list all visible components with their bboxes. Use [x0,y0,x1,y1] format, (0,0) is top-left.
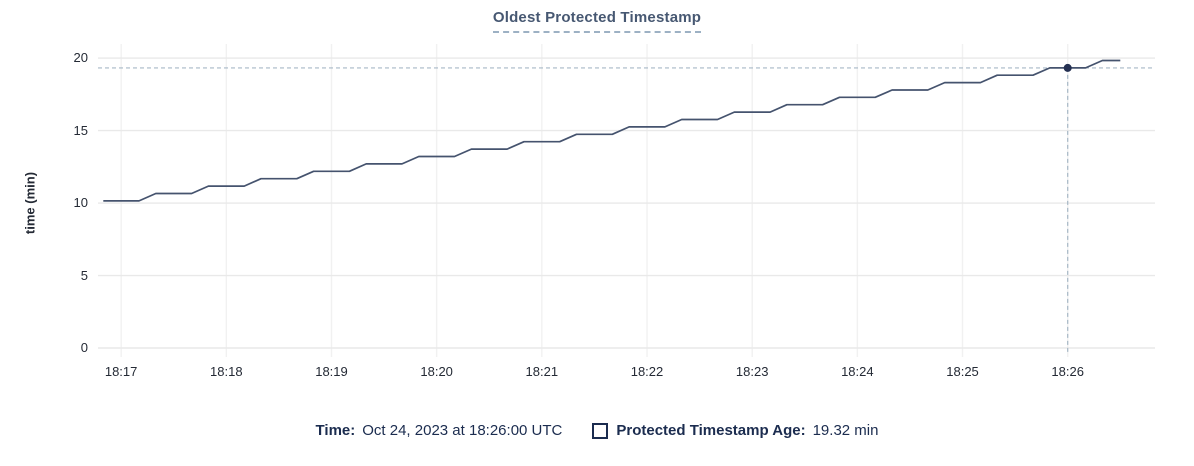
gridlines-vertical [120,44,1069,357]
x-tick-label: 18:26 [1051,364,1084,379]
x-tick-label: 18:25 [946,364,979,379]
legend-time: Time: Oct 24, 2023 at 18:26:00 UTC [316,420,563,442]
y-tick-label: 20 [73,50,88,66]
y-tick-label: 0 [80,340,88,355]
hover-crosshair [98,67,1155,354]
chart-title[interactable]: Oldest Protected Timestamp [492,9,702,33]
legend-series-label: Protected Timestamp Age: [616,422,806,439]
x-tick-label: 18:22 [630,364,664,379]
y-tick-label: 5 [80,267,88,283]
series-line [103,59,1121,202]
hover-point-dot [1063,63,1072,72]
legend-series-value: 19.32 min [812,422,879,439]
x-tick-label: 18:17 [104,364,138,379]
x-tick-label: 18:21 [525,364,559,379]
legend-series[interactable]: Protected Timestamp Age: 19.32 min [592,420,878,442]
x-tick-label: 18:20 [420,364,453,379]
legend-series-swatch-checkbox[interactable] [592,423,609,439]
legend-time-value: Oct 24, 2023 at 18:26:00 UTC [362,422,563,439]
legend-time-label: Time: [315,422,356,439]
gridlines-horizontal [98,57,1155,349]
y-tick-label: 10 [73,195,88,211]
chart-legend: Time: Oct 24, 2023 at 18:26:00 UTC Prote… [0,420,1194,442]
x-tick-label: 18:24 [841,364,874,379]
chart-title-row: Oldest Protected Timestamp [0,9,1194,33]
y-axis-label: time (min) [22,171,38,235]
chart-plot-area[interactable] [98,44,1155,360]
x-tick-label: 18:18 [210,364,243,379]
x-tick-label: 18:19 [315,364,348,379]
x-tick-label: 18:23 [735,364,769,379]
y-tick-label: 15 [73,122,88,138]
